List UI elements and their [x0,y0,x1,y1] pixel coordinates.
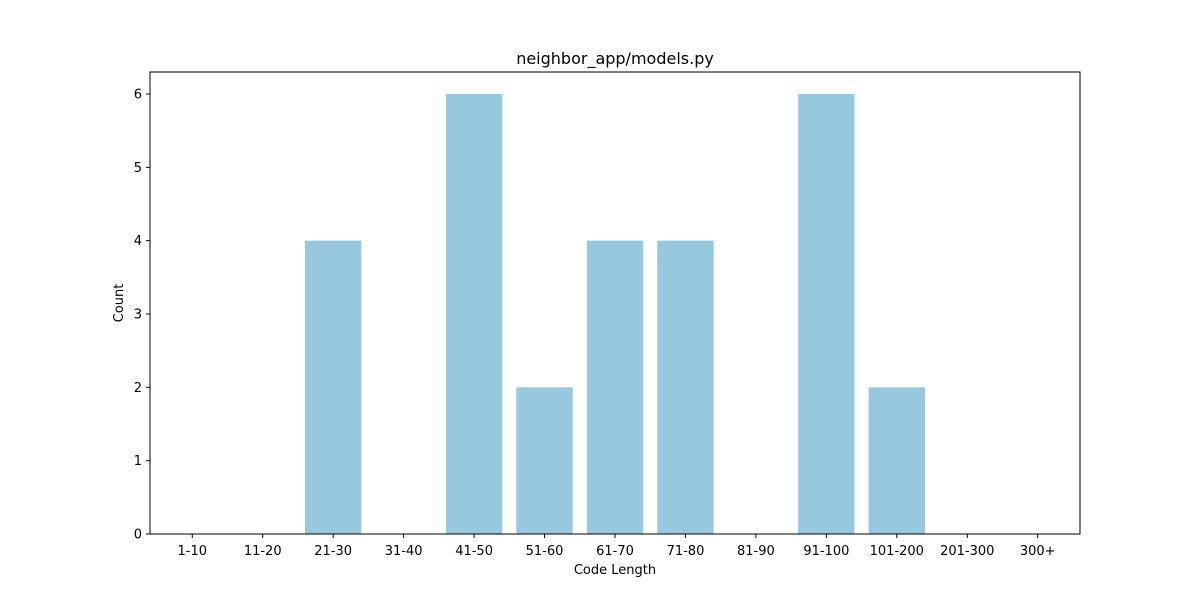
x-axis-label: Code Length [574,563,656,578]
y-tick-label: 2 [134,381,142,396]
x-tick-label: 81-90 [737,544,775,559]
y-tick-label: 0 [134,528,142,543]
bars-group [305,94,925,534]
bar-101-200 [868,387,925,534]
x-tick-label: 201-300 [940,544,994,559]
bar-71-80 [657,240,714,534]
bar-61-70 [586,240,644,534]
bar-51-60 [516,387,573,534]
x-tick-label: 41-50 [455,544,493,559]
x-tick-label: 91-100 [803,544,849,559]
y-axis-label: Count [112,284,127,323]
y-tick-label: 3 [134,308,142,323]
bar-21-30 [305,240,362,534]
y-axis-ticks: 0 1 2 3 4 5 6 [134,88,150,543]
y-tick-label: 5 [134,161,142,176]
y-tick-label: 6 [134,88,142,103]
bar-91-100 [798,94,855,534]
plot-frame [149,71,1081,535]
x-tick-label: 71-80 [667,544,705,559]
chart-title: neighbor_app/models.py [516,49,714,69]
y-tick-label: 4 [134,234,142,249]
x-tick-label: 61-70 [596,544,634,559]
x-tick-label: 101-200 [870,544,924,559]
x-tick-label: 51-60 [526,544,564,559]
x-axis-ticks: 1-10 11-20 21-30 31-40 41-50 51-60 61-70 71-80 8… [178,534,1056,559]
x-tick-label: 11-20 [244,544,282,559]
x-tick-label: 1-10 [178,544,208,559]
y-tick-label: 1 [134,454,142,469]
x-tick-label: 21-30 [314,544,352,559]
x-tick-label: 300+ [1020,544,1056,559]
bar-41-50 [445,94,503,534]
x-tick-label: 31-40 [385,544,423,559]
